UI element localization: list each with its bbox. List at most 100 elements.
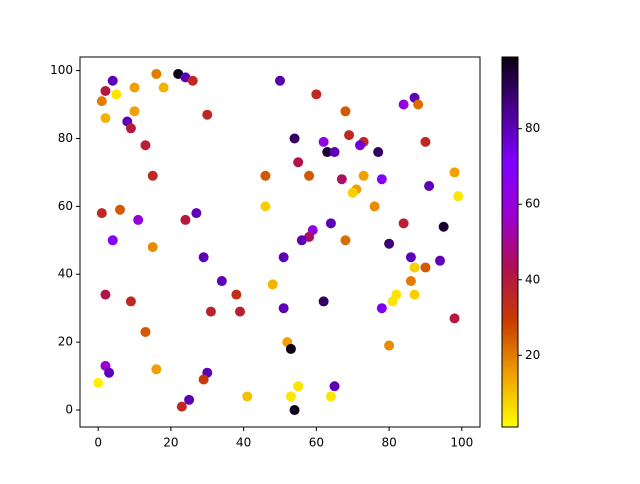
point (347, 187, 358, 198)
point (405, 252, 416, 263)
point (93, 377, 104, 388)
point (438, 221, 449, 232)
point (205, 306, 216, 317)
point (100, 289, 111, 300)
point (453, 191, 464, 202)
colorbar-tick-label: 20 (525, 348, 540, 362)
x-tick-label: 60 (309, 436, 324, 450)
point (384, 238, 395, 249)
point (278, 303, 289, 314)
point (129, 82, 140, 93)
y-tick-label: 100 (50, 63, 73, 77)
colorbar-tick-label: 80 (525, 121, 540, 135)
point (260, 170, 271, 181)
point (267, 279, 278, 290)
point (435, 255, 445, 266)
point (260, 201, 271, 212)
point (318, 296, 329, 307)
point (187, 75, 198, 86)
point (376, 174, 387, 185)
point (398, 99, 409, 110)
point (198, 252, 209, 263)
point (100, 113, 111, 124)
point (191, 208, 202, 219)
point (100, 85, 111, 96)
point (344, 130, 355, 141)
point (420, 262, 431, 273)
y-tick-label: 0 (65, 403, 73, 417)
point (147, 242, 158, 253)
point (405, 276, 416, 287)
point (198, 374, 209, 385)
point (355, 140, 365, 151)
point (107, 75, 118, 86)
point (449, 313, 460, 324)
x-tick-label: 80 (381, 436, 396, 450)
point (387, 296, 398, 307)
point (275, 75, 285, 86)
point (115, 204, 125, 215)
point (133, 214, 144, 225)
point (329, 381, 340, 392)
colorbar-tick-label: 60 (525, 197, 540, 211)
point (216, 276, 227, 287)
point (202, 109, 213, 120)
point (125, 123, 136, 134)
point (151, 364, 162, 375)
point (151, 68, 162, 79)
point (376, 303, 387, 314)
point (358, 170, 369, 181)
point (413, 99, 424, 110)
point (318, 136, 329, 147)
x-tick-label: 40 (236, 436, 251, 450)
point (304, 170, 315, 181)
point (325, 391, 336, 402)
y-tick-label: 40 (58, 267, 73, 281)
point (129, 106, 140, 117)
y-tick-label: 80 (58, 131, 73, 145)
point (289, 133, 300, 144)
point (289, 405, 300, 416)
point (111, 89, 122, 100)
y-tick-label: 20 (58, 335, 73, 349)
point (311, 89, 322, 100)
point (140, 140, 151, 151)
point (340, 235, 351, 246)
point (180, 214, 191, 225)
point (140, 326, 151, 337)
point (409, 289, 420, 300)
point (235, 306, 245, 317)
point (104, 367, 115, 378)
colorbar (501, 56, 519, 428)
point (107, 235, 118, 246)
point (340, 106, 351, 117)
point (176, 401, 187, 412)
point (278, 252, 289, 263)
point (373, 147, 384, 158)
point (398, 218, 409, 229)
x-tick-label: 0 (94, 436, 102, 450)
point (322, 147, 333, 158)
point (420, 136, 431, 147)
point (96, 208, 107, 219)
point (325, 218, 336, 229)
point (384, 340, 395, 351)
point (409, 262, 420, 273)
point (293, 157, 304, 168)
point (231, 289, 242, 300)
x-tick-label: 100 (450, 436, 473, 450)
point (125, 296, 136, 307)
point (369, 201, 380, 212)
point (184, 394, 195, 405)
point (147, 170, 158, 181)
point (336, 174, 347, 185)
point (285, 391, 296, 402)
point (285, 343, 296, 354)
colorbar-tick-label: 40 (525, 272, 540, 286)
point (242, 391, 253, 402)
point (158, 82, 169, 93)
point (96, 96, 107, 107)
point (329, 147, 340, 158)
point (296, 235, 307, 246)
